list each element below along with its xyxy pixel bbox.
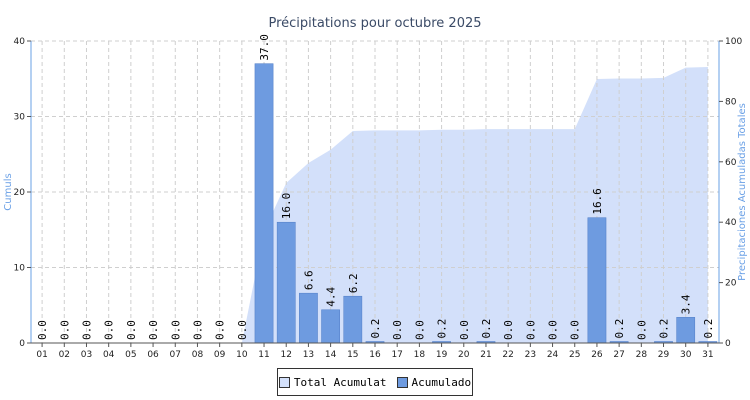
bar-acumulado <box>276 221 296 344</box>
tick-label-x: 08 <box>192 350 204 360</box>
data-label: 0.0 <box>391 320 404 340</box>
data-label: 0.2 <box>613 319 626 339</box>
tick-label-right: 80 <box>725 97 737 107</box>
axis-title-left: Cumuls <box>3 173 14 210</box>
tick-label-left: 10 <box>14 264 26 274</box>
data-label: 0.0 <box>569 320 582 340</box>
legend-item-acumulado: Acumulado <box>396 375 472 389</box>
bar-acumulado <box>587 217 607 344</box>
tick-label-x: 19 <box>436 350 448 360</box>
series-area-total-acumulat <box>31 66 708 344</box>
tick-label-x: 10 <box>236 350 248 360</box>
tick-label-x: 09 <box>214 350 226 360</box>
data-label: 37.0 <box>258 34 271 61</box>
bar-acumulado <box>254 63 274 344</box>
data-label: 0.2 <box>436 319 449 339</box>
tick-label-left: 0 <box>19 339 25 349</box>
data-label: 0.0 <box>635 320 648 340</box>
tick-label-x: 26 <box>591 350 603 360</box>
tick-label-x: 03 <box>81 350 92 360</box>
data-label: 0.0 <box>236 320 249 340</box>
data-label: 0.0 <box>413 320 426 340</box>
tick-label-x: 13 <box>303 350 314 360</box>
axis-title-right: Precipitaciones Acumuladas Totales <box>737 103 748 281</box>
tick-label-left: 20 <box>14 188 26 198</box>
data-label: 0.0 <box>147 320 160 340</box>
data-label: 0.0 <box>125 320 138 340</box>
bar-acumulado <box>321 309 340 344</box>
data-label: 16.6 <box>591 188 604 215</box>
tick-label-x: 31 <box>702 350 713 360</box>
data-label: 3.4 <box>680 294 693 314</box>
tick-label-left: 30 <box>14 113 26 123</box>
data-label: 0.0 <box>458 320 471 340</box>
data-label: 6.2 <box>347 273 360 293</box>
legend-label-total: Total Acumulat <box>293 375 387 389</box>
data-label: 0.0 <box>524 320 537 340</box>
tick-label-right: 0 <box>725 339 731 349</box>
bar-acumulado <box>676 317 696 344</box>
tick-label-x: 07 <box>170 350 181 360</box>
data-label: 0.0 <box>502 320 515 340</box>
bar-acumulado <box>299 292 318 344</box>
data-label: 0.0 <box>214 320 227 340</box>
chart-legend: Total Acumulat Acumulado <box>277 368 473 396</box>
chart-title: Précipitations pour octubre 2025 <box>268 16 482 31</box>
tick-label-x: 22 <box>502 350 513 360</box>
data-label: 16.0 <box>280 193 293 220</box>
legend-swatch-bar <box>396 376 408 388</box>
tick-label-x: 30 <box>680 350 692 360</box>
tick-label-x: 24 <box>547 350 559 360</box>
data-label: 0.0 <box>103 320 116 340</box>
data-label: 0.0 <box>80 320 93 340</box>
tick-label-x: 27 <box>613 350 624 360</box>
tick-label-x: 04 <box>103 350 115 360</box>
data-label: 0.0 <box>547 320 560 340</box>
tick-label-x: 18 <box>414 350 426 360</box>
tick-label-right: 20 <box>725 279 737 289</box>
tick-label-x: 17 <box>391 350 402 360</box>
tick-label-right: 60 <box>725 158 737 168</box>
legend-swatch-area <box>278 376 290 388</box>
tick-label-x: 06 <box>147 350 159 360</box>
data-label: 0.0 <box>191 320 204 340</box>
data-label: 4.4 <box>325 287 338 307</box>
tick-label-x: 21 <box>480 350 491 360</box>
data-label: 0.0 <box>58 320 71 340</box>
tick-label-x: 01 <box>36 350 47 360</box>
tick-label-x: 28 <box>636 350 648 360</box>
tick-label-x: 11 <box>258 350 269 360</box>
tick-label-x: 20 <box>458 350 470 360</box>
data-label: 0.2 <box>658 319 671 339</box>
tick-label-left: 40 <box>14 37 26 47</box>
data-label: 6.6 <box>302 270 315 290</box>
data-label: 0.2 <box>480 319 493 339</box>
tick-label-x: 14 <box>325 350 337 360</box>
tick-label-x: 16 <box>369 350 381 360</box>
tick-label-x: 02 <box>59 350 70 360</box>
tick-label-x: 05 <box>125 350 136 360</box>
data-label: 0.2 <box>369 319 382 339</box>
tick-label-x: 12 <box>280 350 291 360</box>
data-label: 0.2 <box>702 319 715 339</box>
tick-label-right: 100 <box>725 37 742 47</box>
tick-label-right: 40 <box>725 218 737 228</box>
tick-label-x: 23 <box>525 350 536 360</box>
data-label: 0.0 <box>36 320 49 340</box>
tick-label-x: 15 <box>347 350 358 360</box>
legend-label-acumulado: Acumulado <box>411 375 472 389</box>
data-label: 0.0 <box>169 320 182 340</box>
bar-acumulado <box>343 295 363 344</box>
legend-item-total: Total Acumulat <box>278 375 387 389</box>
tick-label-x: 29 <box>658 350 670 360</box>
tick-label-x: 25 <box>569 350 580 360</box>
